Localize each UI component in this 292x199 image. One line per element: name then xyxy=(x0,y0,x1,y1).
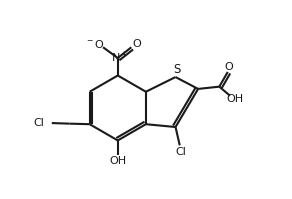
Text: O: O xyxy=(132,39,141,49)
Text: OH: OH xyxy=(109,156,126,166)
Text: O: O xyxy=(225,62,234,72)
Text: Cl: Cl xyxy=(33,118,44,128)
Text: Cl: Cl xyxy=(175,147,186,157)
Text: N$^+$: N$^+$ xyxy=(111,50,128,65)
Text: OH: OH xyxy=(227,94,244,104)
Text: S: S xyxy=(173,63,181,76)
Text: $^-$O: $^-$O xyxy=(85,38,105,51)
